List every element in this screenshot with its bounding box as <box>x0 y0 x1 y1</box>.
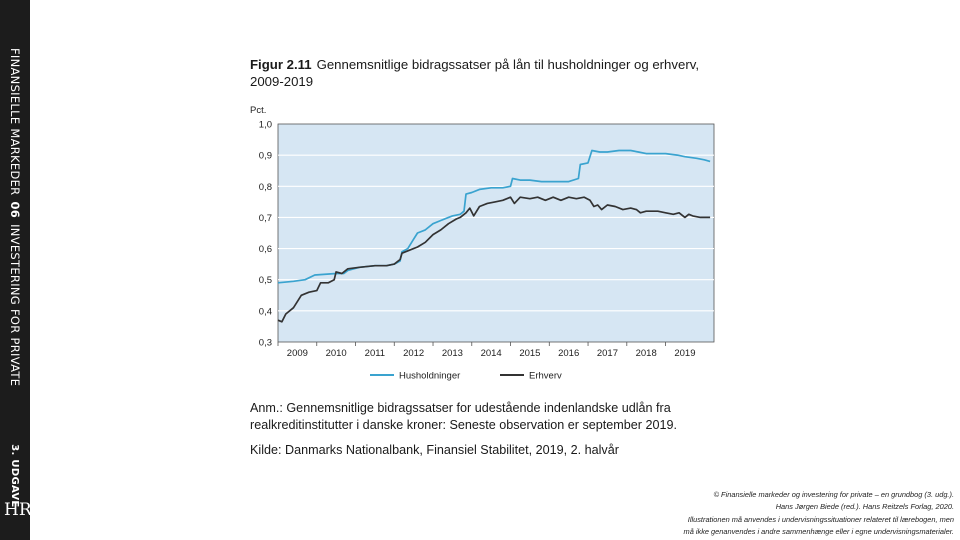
legend-label: Husholdninger <box>399 371 460 382</box>
figure-title-text: Gennemsnitlige bidragssatser på lån til … <box>250 57 699 89</box>
y-axis-label: Pct. <box>250 105 266 116</box>
sidebar-series-name: FINANSIELLE MARKEDER <box>8 48 22 196</box>
copyright-notice: © Finansielle markeder og investering fo… <box>534 489 954 538</box>
copyright-line: Hans Jørgen Biede (red.). Hans Reitzels … <box>775 502 954 512</box>
book-sidebar: FINANSIELLE MARKEDER 06 INVESTERING FOR … <box>0 0 32 540</box>
copyright-line: må ikke genanvendes i andre sammenhænge … <box>683 526 954 536</box>
y-axis-ticks: 1,0 0,9 0,8 0,7 0,6 0,5 0,4 0,3 <box>259 120 272 349</box>
publisher-logo: HR <box>4 498 32 522</box>
copyright-line: © Finansielle markeder og investering fo… <box>713 490 954 499</box>
y-tick-label: 0,9 <box>259 151 272 162</box>
sidebar-chapter-number: 06 <box>8 201 22 219</box>
x-tick-label: 2019 <box>674 348 695 359</box>
y-tick-label: 0,8 <box>259 182 272 193</box>
x-tick-label: 2013 <box>442 348 463 359</box>
plot-area <box>277 123 715 343</box>
x-tick-label: 2015 <box>519 348 540 359</box>
sidebar-series-subtitle: INVESTERING FOR PRIVATE <box>8 224 22 387</box>
y-tick-label: 0,6 <box>259 244 272 255</box>
x-tick-label: 2014 <box>481 348 502 359</box>
y-tick-label: 0,4 <box>259 306 272 317</box>
legend-label: Erhverv <box>529 371 562 382</box>
x-tick-label: 2011 <box>365 348 385 359</box>
x-tick-label: 2012 <box>403 348 424 359</box>
figure-source: Kilde: Danmarks Nationalbank, Finansiel … <box>250 443 619 457</box>
series-line-erhverv <box>277 196 711 323</box>
gridlines <box>278 154 714 312</box>
x-tick-label: 2017 <box>597 348 618 359</box>
y-tick-label: 0,7 <box>259 213 272 224</box>
x-tick-label: 2018 <box>636 348 657 359</box>
x-axis-ticks: 2009 2010 2011 2012 2013 2014 2015 2016 2017 2018… <box>277 342 696 359</box>
line-chart: Pct. 1,00,90,80,70,60,50,40,3 2009 2010 20… <box>250 105 715 382</box>
x-tick-label: 2016 <box>558 348 579 359</box>
sidebar-series-title: FINANSIELLE MARKEDER 06 INVESTERING FOR … <box>8 48 22 508</box>
data-lines <box>277 149 711 323</box>
publisher-logo-text: HR <box>4 500 32 520</box>
figure-title: Figur 2.11 Gennemsnitlige bidragssatser p… <box>250 56 710 90</box>
copyright-line: Illustrationen må anvendes i undervisnin… <box>687 514 954 524</box>
y-tick-label: 0,5 <box>259 275 272 286</box>
x-tick-label: 2009 <box>287 348 308 359</box>
figure-number: Figur 2.11 <box>250 57 312 72</box>
figure-note: Anm.: Gennemsnitlige bidragssatser for u… <box>250 401 678 432</box>
y-tick-label: 1,0 <box>259 120 272 131</box>
legend: Husholdninger Erhverv <box>370 371 562 382</box>
x-tick-label: 2010 <box>326 348 347 359</box>
y-tick-label: 0,3 <box>259 338 272 349</box>
